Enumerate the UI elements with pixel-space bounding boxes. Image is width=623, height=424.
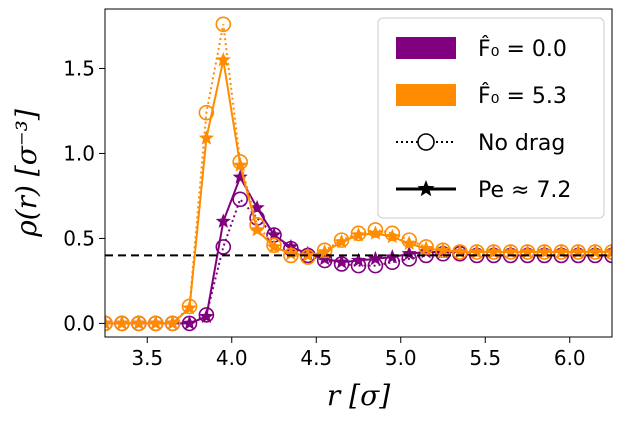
x-tick-label: 5.5	[469, 346, 501, 370]
data-point	[266, 238, 282, 254]
x-axis-ticks: 3.5 4.0 4.5 5.0 5.5 6.0	[131, 337, 586, 370]
data-point	[350, 252, 367, 267]
data-point	[401, 235, 417, 250]
data-point	[249, 199, 265, 215]
data-point	[266, 237, 282, 254]
data-point	[283, 245, 299, 261]
legend-label: F̂₀ = 0.0	[478, 36, 567, 62]
x-tick-label: 3.5	[131, 346, 163, 370]
data-point	[148, 315, 164, 330]
data-point	[570, 244, 586, 259]
data-point	[164, 315, 181, 330]
legend-marker	[417, 180, 435, 197]
data-point	[469, 244, 485, 259]
x-tick-label: 6.0	[554, 346, 586, 370]
data-point	[266, 227, 282, 242]
legend-swatch	[396, 37, 456, 59]
legend-label: No drag	[478, 131, 565, 156]
data-point	[367, 222, 384, 238]
data-point	[181, 315, 198, 330]
data-point	[317, 244, 333, 259]
legend-entry: Pe ≈ 7.2	[396, 178, 571, 203]
plot-frame	[104, 8, 613, 338]
x-tick-label: 4.0	[216, 346, 248, 370]
data-point	[486, 244, 502, 259]
legend-entry: F̂₀ = 0.0	[396, 36, 567, 62]
x-tick-label: 5.0	[385, 346, 417, 370]
data-point	[401, 245, 417, 261]
data-point	[316, 242, 333, 259]
data-point	[198, 307, 215, 323]
data-point	[232, 169, 248, 184]
legend-entry: F̂₀ = 5.3	[396, 83, 567, 109]
legend-marker	[417, 133, 435, 151]
data-point	[587, 244, 603, 259]
y-tick-label: 1.0	[63, 141, 95, 165]
legend-swatch	[396, 84, 456, 106]
data-point	[333, 232, 350, 248]
data-point	[418, 240, 434, 256]
data-point	[333, 254, 350, 269]
data-point	[131, 315, 147, 330]
data-point	[604, 244, 612, 259]
legend-box	[377, 17, 605, 219]
data-point	[367, 225, 384, 240]
data-point	[198, 104, 215, 121]
data-point	[105, 315, 113, 330]
data-point	[333, 233, 350, 249]
legend-label: F̂₀ = 5.3	[478, 83, 567, 109]
legend-label: Pe ≈ 7.2	[478, 178, 571, 203]
data-point	[181, 300, 198, 315]
y-axis-ticks: 0.0 0.5 1.0 1.5	[63, 56, 105, 335]
y-axis-label: ρ(r) [σ⁻³]	[10, 109, 43, 238]
y-tick-label: 1.5	[63, 56, 95, 80]
data-point	[215, 51, 231, 67]
legend-entry: No drag	[396, 131, 565, 156]
data-point	[215, 213, 231, 228]
data-point	[232, 191, 248, 208]
data-point	[249, 221, 265, 237]
data-point	[350, 227, 367, 242]
data-point	[198, 130, 215, 145]
data-point	[114, 315, 130, 330]
data-point	[215, 239, 232, 255]
x-tick-label: 4.5	[300, 346, 332, 370]
data-point	[502, 244, 519, 259]
legend: F̂₀ = 0.0 F̂₀ = 5.3 No drag Pe ≈ 7.2	[377, 17, 605, 219]
data-point	[215, 16, 232, 33]
data-point	[553, 244, 569, 259]
data-point	[367, 250, 384, 266]
y-tick-label: 0.5	[63, 226, 95, 250]
y-tick-label: 0.0	[63, 311, 95, 335]
data-point	[232, 157, 248, 172]
data-point	[452, 244, 468, 259]
data-point	[519, 244, 536, 259]
x-axis-label: r [σ]	[327, 379, 390, 412]
data-point	[198, 308, 215, 324]
data-point	[384, 225, 401, 242]
data-point	[435, 242, 451, 257]
series-3	[105, 51, 612, 330]
data-point	[384, 228, 400, 244]
data-point	[536, 244, 553, 259]
